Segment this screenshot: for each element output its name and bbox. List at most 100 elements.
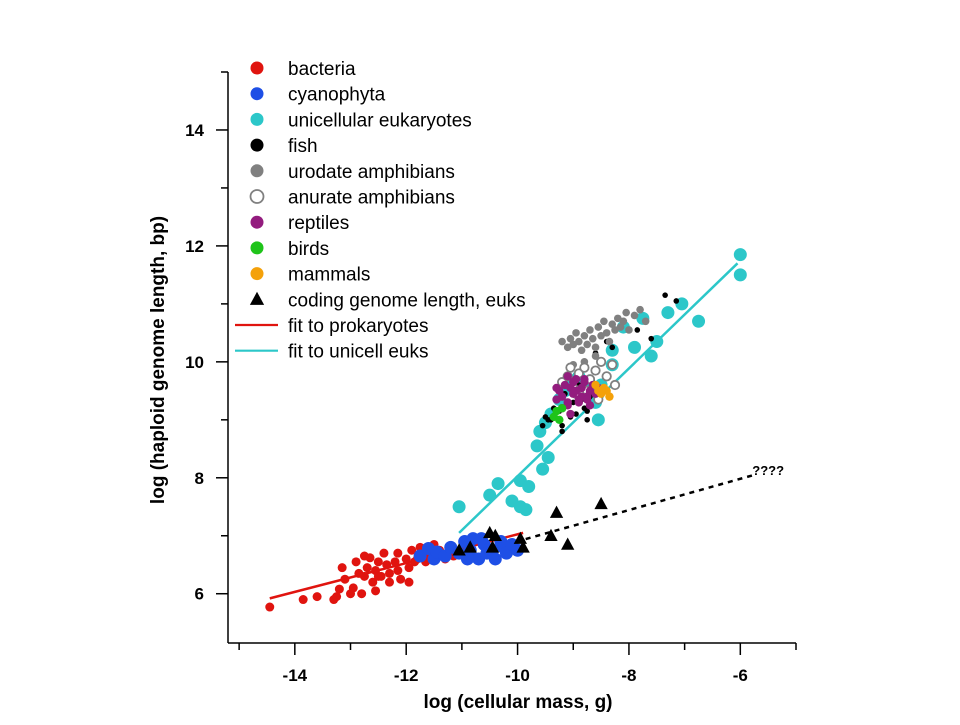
urodate-amphibians-point [636,305,644,314]
unicellular-eukaryotes-point [733,268,747,282]
reptiles-point [563,372,572,381]
legend-marker-anurate-amphibians [249,189,265,204]
unicellular-eukaryotes-point [541,450,555,464]
bacteria-point [384,577,394,587]
reptiles-point [566,409,575,419]
x-tick-label: -8 [621,666,636,685]
urodate-amphibians-point [586,326,594,334]
urodate-amphibians-point [569,340,578,349]
urodate-amphibians-point [616,323,625,331]
y-tick-label: 10 [185,353,204,372]
unicellular-eukaryotes-point [605,343,619,357]
annotation-label: ???? [752,463,784,478]
urodate-amphibians-point [588,334,597,343]
bacteria-point [351,557,361,567]
cyanophyta-point [488,552,502,566]
urodate-amphibians-point [602,329,611,337]
cyanophyta-point [413,549,427,563]
bacteria-point [393,548,403,558]
bacteria-point [393,566,403,576]
legend-marker-urodate-amphibians [250,164,264,178]
fish-point [559,428,565,435]
coding-genome-length-euks-point [561,537,575,550]
reptiles-point [582,395,592,404]
coding-genome-length-euks-point [452,543,466,556]
reptiles-point [571,386,581,396]
fish-point [584,408,590,414]
legend-marker-coding-genome-length-euks [249,291,265,305]
bacteria-point [332,592,342,602]
bacteria-point [390,557,400,567]
urodate-amphibians-point [591,352,600,360]
legend: bacteria cyanophyta unicellular eukaryotes… [235,59,526,363]
legend-marker-bacteria [250,61,264,75]
x-tick-label: -12 [394,666,419,685]
urodate-amphibians-point [625,326,633,334]
anurate-amphibians-point [601,371,612,382]
bacteria-point [348,583,358,593]
reptiles-point [557,392,567,401]
bacteria-point [340,574,350,584]
bacteria-point [396,574,406,584]
x-tick-label: -14 [283,666,308,685]
urodate-amphibians-point [591,343,600,352]
fish-point [609,344,616,351]
legend-marker-mammals [250,267,264,281]
bacteria-point [407,545,417,555]
urodate-amphibians-point [622,308,630,317]
unicellular-eukaryotes-point [522,479,536,493]
legend-label-birds: birds [288,239,329,260]
mammals-point [591,380,600,390]
bacteria-point [357,589,367,599]
cyanophyta-point [460,552,474,566]
anurate-amphibians-point [607,359,618,370]
unicellular-eukaryotes-point [628,340,642,354]
y-tick-label: 6 [195,585,204,604]
bacteria-point [379,548,389,558]
coding-genome-length-euks-point [463,540,477,553]
urodate-amphibians-point [619,317,628,326]
urodate-amphibians-point [605,337,614,346]
bacteria-point [359,551,369,561]
legend-marker-unicellular-eukaryotes [250,112,264,126]
anurate-amphibians-point [590,365,601,376]
legend-label-urodate-amphibians: urodate amphibians [288,162,455,183]
fish-point [673,298,680,304]
legend-label-fit-to-prokaryotes: fit to prokaryotes [288,316,428,337]
plot-marks: ???? [265,248,784,612]
urodate-amphibians-point [558,337,566,346]
coding-genome-length-euks-point [488,528,502,542]
unicellular-eukaryotes-point [661,306,675,320]
bacteria-point [368,577,378,587]
legend-marker-cyanophyta [250,87,264,101]
anurate-amphibians-point [609,379,621,391]
coding-genome-length-euks-point [544,528,558,542]
fish-point [648,335,655,342]
urodate-amphibians-point [563,343,572,352]
bacteria-point [404,577,414,587]
legend-label-fish: fish [288,136,318,157]
urodate-amphibians-point [614,314,622,323]
urodate-amphibians-point [594,323,603,331]
y-tick-label: 8 [195,469,204,488]
unicellular-eukaryotes-point [536,462,550,476]
x-tick-label: -10 [505,666,530,685]
legend-label-anurate-amphibians: anurate amphibians [288,188,455,209]
fish-point [584,417,590,423]
bacteria-point [373,571,383,581]
fish-point [542,414,549,420]
bacteria-point [359,571,369,581]
unicellular-eukaryotes-point [452,500,466,514]
legend-label-coding-genome-length-euks: coding genome length, euks [288,290,526,311]
mammals-point [605,392,614,401]
legend-marker-birds [250,241,264,255]
bacteria-point [371,586,381,596]
bacteria-point [312,592,322,602]
legend-label-bacteria: bacteria [288,59,356,80]
urodate-amphibians-point [580,331,589,340]
bacteria-point [404,563,414,573]
bacteria-point [334,584,344,594]
coding-genome-length-euks-point [549,505,564,518]
fish-point [634,327,641,333]
